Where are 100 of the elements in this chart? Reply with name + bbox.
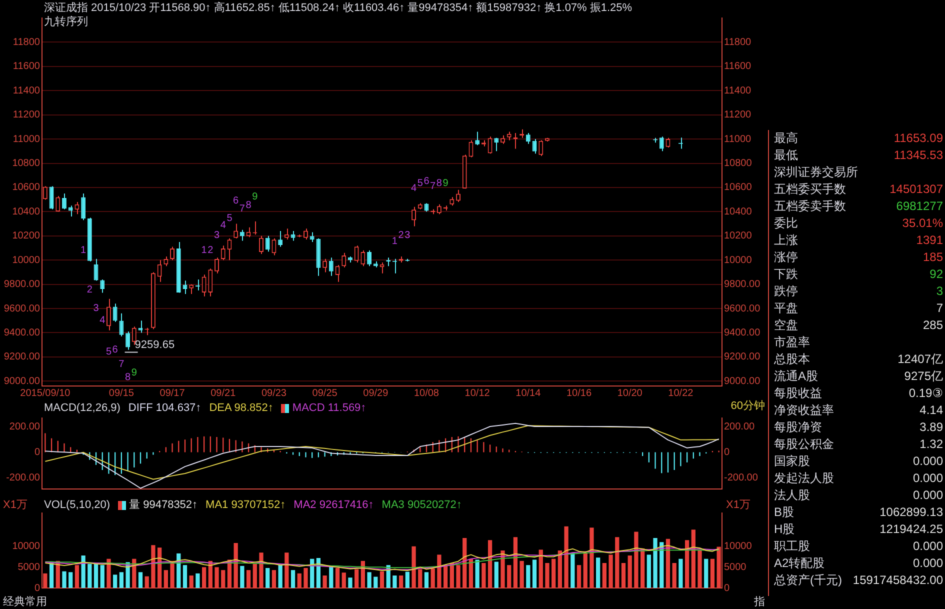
candlestick	[74, 202, 80, 215]
text: MA3 90520272↑	[382, 499, 462, 512]
bar	[290, 570, 296, 588]
bar	[278, 564, 282, 588]
bar	[590, 528, 594, 588]
category-label: 跌停	[774, 284, 798, 298]
chart-title: MACD(12,26,9)	[44, 402, 120, 415]
bar	[348, 578, 352, 588]
text: MA1 93707152↑	[206, 499, 286, 512]
y2-tick-label: 9600.00	[724, 303, 761, 314]
bar	[144, 576, 149, 588]
bar	[646, 554, 651, 588]
bar	[221, 570, 226, 588]
y-tick-label: 200.00	[9, 422, 40, 433]
bar	[678, 558, 683, 588]
annotation: 1	[201, 244, 208, 256]
bar	[710, 558, 715, 588]
bar	[272, 570, 276, 588]
category-label: 涨停	[774, 250, 798, 264]
x-tick-label: 10/16	[566, 388, 592, 399]
y2-tick-label: 11400	[724, 85, 752, 96]
candlestick	[272, 238, 276, 256]
bar	[716, 546, 721, 588]
annotation: 4	[100, 314, 106, 326]
bar	[672, 563, 676, 588]
bar	[526, 565, 530, 588]
text: 11345.53	[894, 148, 943, 162]
y-tick-label: 10600	[12, 182, 40, 194]
candlestick	[202, 274, 206, 297]
text: 1391	[916, 233, 943, 247]
bar	[62, 571, 66, 588]
x-tick-label: 10/14	[516, 388, 542, 399]
candlestick	[246, 226, 251, 238]
annotation: 3	[214, 230, 220, 242]
candlestick	[284, 228, 289, 240]
category-label: 最高	[774, 131, 798, 145]
y2-tick-label: 10000	[724, 254, 752, 266]
candlestick	[538, 140, 544, 156]
text: 4.14	[920, 403, 943, 417]
candlestick	[436, 204, 442, 215]
bar	[284, 552, 289, 588]
bar	[640, 548, 645, 588]
chart-title: 深证成指 2015/10/23 开11568.90↑ 高11652.85↑ 低11508.24↑ 收11603.46↑ 量99478354↑ 额15987932↑ 换1.07% 振1.25%	[44, 2, 632, 15]
bar	[158, 548, 162, 588]
bar	[443, 565, 448, 588]
category-label: 总资产(千元)	[774, 573, 842, 587]
bar	[126, 562, 130, 588]
text: 15917458432.00	[852, 573, 943, 587]
annotation: 5	[417, 178, 424, 189]
category-label: 总股本	[774, 352, 810, 366]
candlestick	[100, 278, 105, 294]
y-tick-label: 10400	[12, 206, 40, 218]
bar	[558, 550, 562, 588]
bar	[412, 546, 416, 588]
bar	[418, 569, 422, 588]
candlestick	[132, 326, 136, 346]
candlestick	[170, 246, 175, 261]
bar	[660, 542, 664, 588]
bar	[424, 572, 429, 588]
bar	[252, 564, 257, 588]
x-tick-label: 10/22	[668, 388, 694, 399]
x-tick-label: 10/08	[414, 388, 440, 399]
bar	[374, 576, 378, 588]
bar	[329, 566, 334, 588]
candlestick	[354, 245, 359, 264]
text: 3	[936, 284, 943, 298]
x-tick-label: 09/23	[261, 388, 287, 399]
annotation: 6	[424, 176, 430, 188]
category-label: 净资收益率	[774, 403, 834, 417]
candlestick	[112, 303, 118, 322]
annotation: 1	[392, 236, 398, 248]
text: 9275亿	[904, 369, 943, 383]
bar	[354, 569, 359, 588]
bar	[462, 538, 467, 588]
bar	[482, 563, 486, 588]
candlestick	[106, 298, 111, 331]
text: 92	[930, 267, 943, 281]
bar	[335, 568, 340, 588]
category-label: 下跌	[774, 267, 798, 281]
candlestick	[488, 136, 492, 154]
candlestick	[81, 193, 86, 221]
bar	[704, 558, 708, 588]
y-tick-label: 5000	[18, 562, 40, 573]
text: MA2 92617416↑	[294, 499, 374, 512]
y2-tick-label: 11800	[724, 36, 752, 48]
y-tick-label: 9600.00	[4, 303, 40, 314]
candlestick	[42, 186, 48, 200]
candlestick	[342, 252, 346, 268]
y2-tick-label: 9200.00	[724, 352, 761, 363]
y-tick-label: 10000	[12, 541, 40, 552]
text: 1.32	[920, 437, 943, 451]
bar	[430, 568, 435, 588]
bar	[456, 565, 460, 588]
bar	[367, 572, 372, 588]
category-label: H股	[774, 522, 795, 536]
bar	[475, 560, 480, 588]
annotation: 8	[246, 200, 252, 211]
y2-tick-label: 10200	[724, 230, 752, 242]
y-tick-label: 9000.00	[4, 376, 40, 387]
bar	[608, 554, 613, 588]
